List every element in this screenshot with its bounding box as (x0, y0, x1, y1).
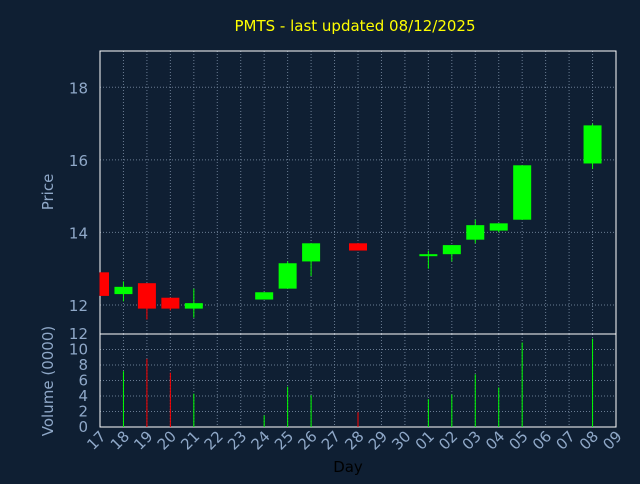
x-tick-label: 28 (341, 427, 367, 453)
volume-tick-label: 2 (78, 403, 88, 421)
x-axis: 1718192021222324252627282930010203040506… (83, 427, 625, 453)
candle-body (466, 225, 485, 240)
candle-body (278, 263, 297, 289)
x-tick-label: 22 (201, 427, 227, 453)
x-tick-label: 03 (459, 427, 485, 453)
x-tick-label: 25 (271, 427, 297, 453)
candle-body (583, 125, 602, 164)
x-tick-label: 26 (294, 427, 320, 453)
candle-body (161, 297, 180, 309)
volume-tick-label: 0 (78, 418, 88, 436)
x-axis-label: Day (333, 458, 363, 476)
candle-body (442, 245, 461, 255)
volume-axis-label: Volume (0000) (39, 326, 57, 436)
x-tick-label: 18 (107, 427, 133, 453)
price-panel: 12 14 16 18 (69, 50, 617, 335)
x-tick-label: 05 (506, 427, 532, 453)
x-tick-label: 27 (318, 427, 344, 453)
candle-body (419, 254, 438, 257)
price-tick-label: 12 (69, 297, 88, 315)
candle-body (513, 165, 532, 220)
x-tick-label: 24 (248, 427, 274, 453)
candle-body (302, 243, 321, 262)
x-tick-label: 01 (412, 427, 438, 453)
candle-body (489, 223, 508, 231)
candle-body (184, 303, 203, 309)
volume-tick-label: 8 (78, 356, 88, 374)
price-tick-label: 16 (69, 152, 88, 170)
x-tick-label: 08 (576, 427, 602, 453)
chart-title: PMTS - last updated 08/12/2025 (234, 17, 475, 35)
volume-tick-label: 10 (69, 341, 88, 359)
x-tick-label: 30 (388, 427, 414, 453)
x-tick-label: 20 (154, 427, 180, 453)
candle-body (100, 272, 109, 296)
x-tick-label: 29 (365, 427, 391, 453)
price-tick-label: 14 (69, 224, 88, 242)
x-tick-label: 07 (552, 427, 578, 453)
x-tick-label: 06 (529, 427, 555, 453)
x-tick-label: 19 (130, 427, 156, 453)
x-tick-label: 21 (177, 427, 203, 453)
candle-body (349, 243, 367, 251)
x-tick-label: 02 (435, 427, 461, 453)
price-axis-label: Price (39, 174, 57, 211)
candle-body (255, 292, 274, 300)
volume-tick-label: 12 (69, 325, 88, 343)
candle-body (114, 286, 133, 295)
x-tick-label: 09 (599, 427, 625, 453)
volume-tick-label: 4 (78, 387, 88, 405)
x-tick-label: 04 (482, 427, 508, 453)
volume-tick-label: 6 (78, 372, 88, 390)
x-tick-label: 23 (224, 427, 250, 453)
price-tick-label: 18 (69, 79, 88, 97)
candle-body (137, 283, 156, 309)
